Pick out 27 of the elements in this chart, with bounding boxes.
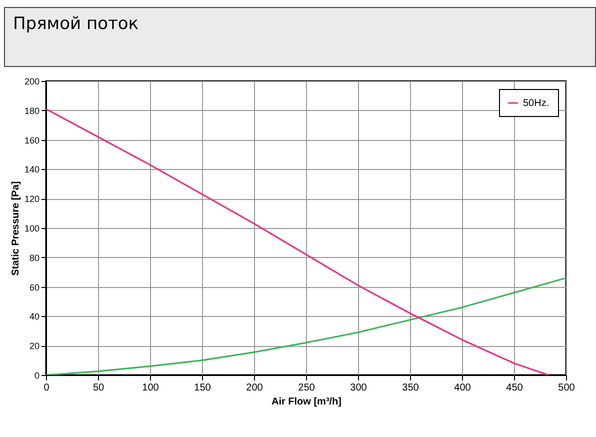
y-tick-label: 80 [29,252,40,263]
x-tick-label: 350 [402,382,420,394]
x-axis-title: Air Flow [m³/h] [272,396,342,408]
x-tick-label: 200 [246,382,264,394]
chart-title: Прямой поток [4,7,596,67]
x-tick-label: 0 [44,382,50,394]
y-tick-label: 140 [24,164,40,175]
x-tick-label: 50 [92,382,104,394]
x-tick-label: 500 [558,382,576,394]
y-tick-label: 60 [29,282,40,292]
x-tick-label: 100 [142,382,160,394]
y-tick-label: 20 [29,341,40,352]
x-tick-label: 300 [350,382,368,394]
y-tick-label: 200 [24,76,40,86]
x-tick-label: 400 [454,382,472,394]
line-series [46,108,550,375]
y-tick-label: 160 [24,135,40,146]
x-tick-label: 250 [298,382,316,394]
y-tick-label: 0 [34,370,40,380]
x-tick-label: 450 [506,382,524,394]
y-tick-label: 120 [24,194,40,204]
y-tick-label: 100 [24,224,40,234]
legend-label: 50Hz. [523,98,550,109]
y-tick-label: 40 [29,312,40,322]
x-tick-label: 150 [194,382,212,394]
y-axis-title: Static Pressure [Pa] [10,181,22,276]
y-tick-label: 180 [24,106,40,116]
